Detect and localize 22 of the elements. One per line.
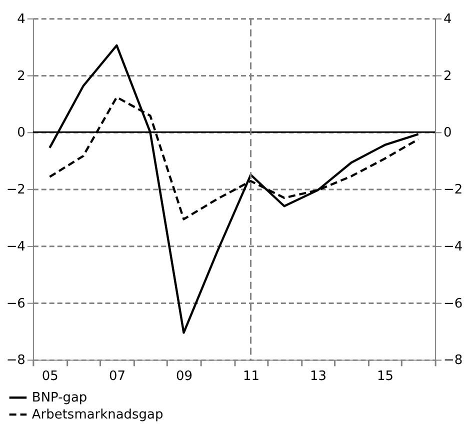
x-tick-label: 07 xyxy=(108,369,126,384)
y2-tick-label: 2 xyxy=(444,68,452,84)
y2-tick-label: −4 xyxy=(444,239,463,254)
y-tick-label: −6 xyxy=(6,296,26,312)
x-tick-label: 05 xyxy=(42,369,58,384)
legend-label: Arbetsmarknadsgap xyxy=(32,408,164,423)
y-tick-label: 2 xyxy=(17,68,26,84)
y2-tick-label: 4 xyxy=(444,12,452,27)
x-tick-label: 13 xyxy=(310,369,327,384)
y2-tick-label: −6 xyxy=(444,296,463,312)
y2-tick-label: −8 xyxy=(444,353,463,368)
y-tick-label: −8 xyxy=(6,353,26,368)
legend-label: BNP-gap xyxy=(32,390,88,406)
y-tick-label: 4 xyxy=(17,12,26,27)
y2-tick-label: −2 xyxy=(444,182,463,198)
y-tick-label: 0 xyxy=(17,126,26,141)
x-tick-label: 09 xyxy=(176,369,192,384)
y-tick-label: −4 xyxy=(6,239,26,254)
x-tick-label: 15 xyxy=(377,369,394,384)
x-tick-label: 11 xyxy=(242,369,260,384)
y-tick-label: −2 xyxy=(6,182,26,198)
y2-tick-label: 0 xyxy=(444,126,452,141)
